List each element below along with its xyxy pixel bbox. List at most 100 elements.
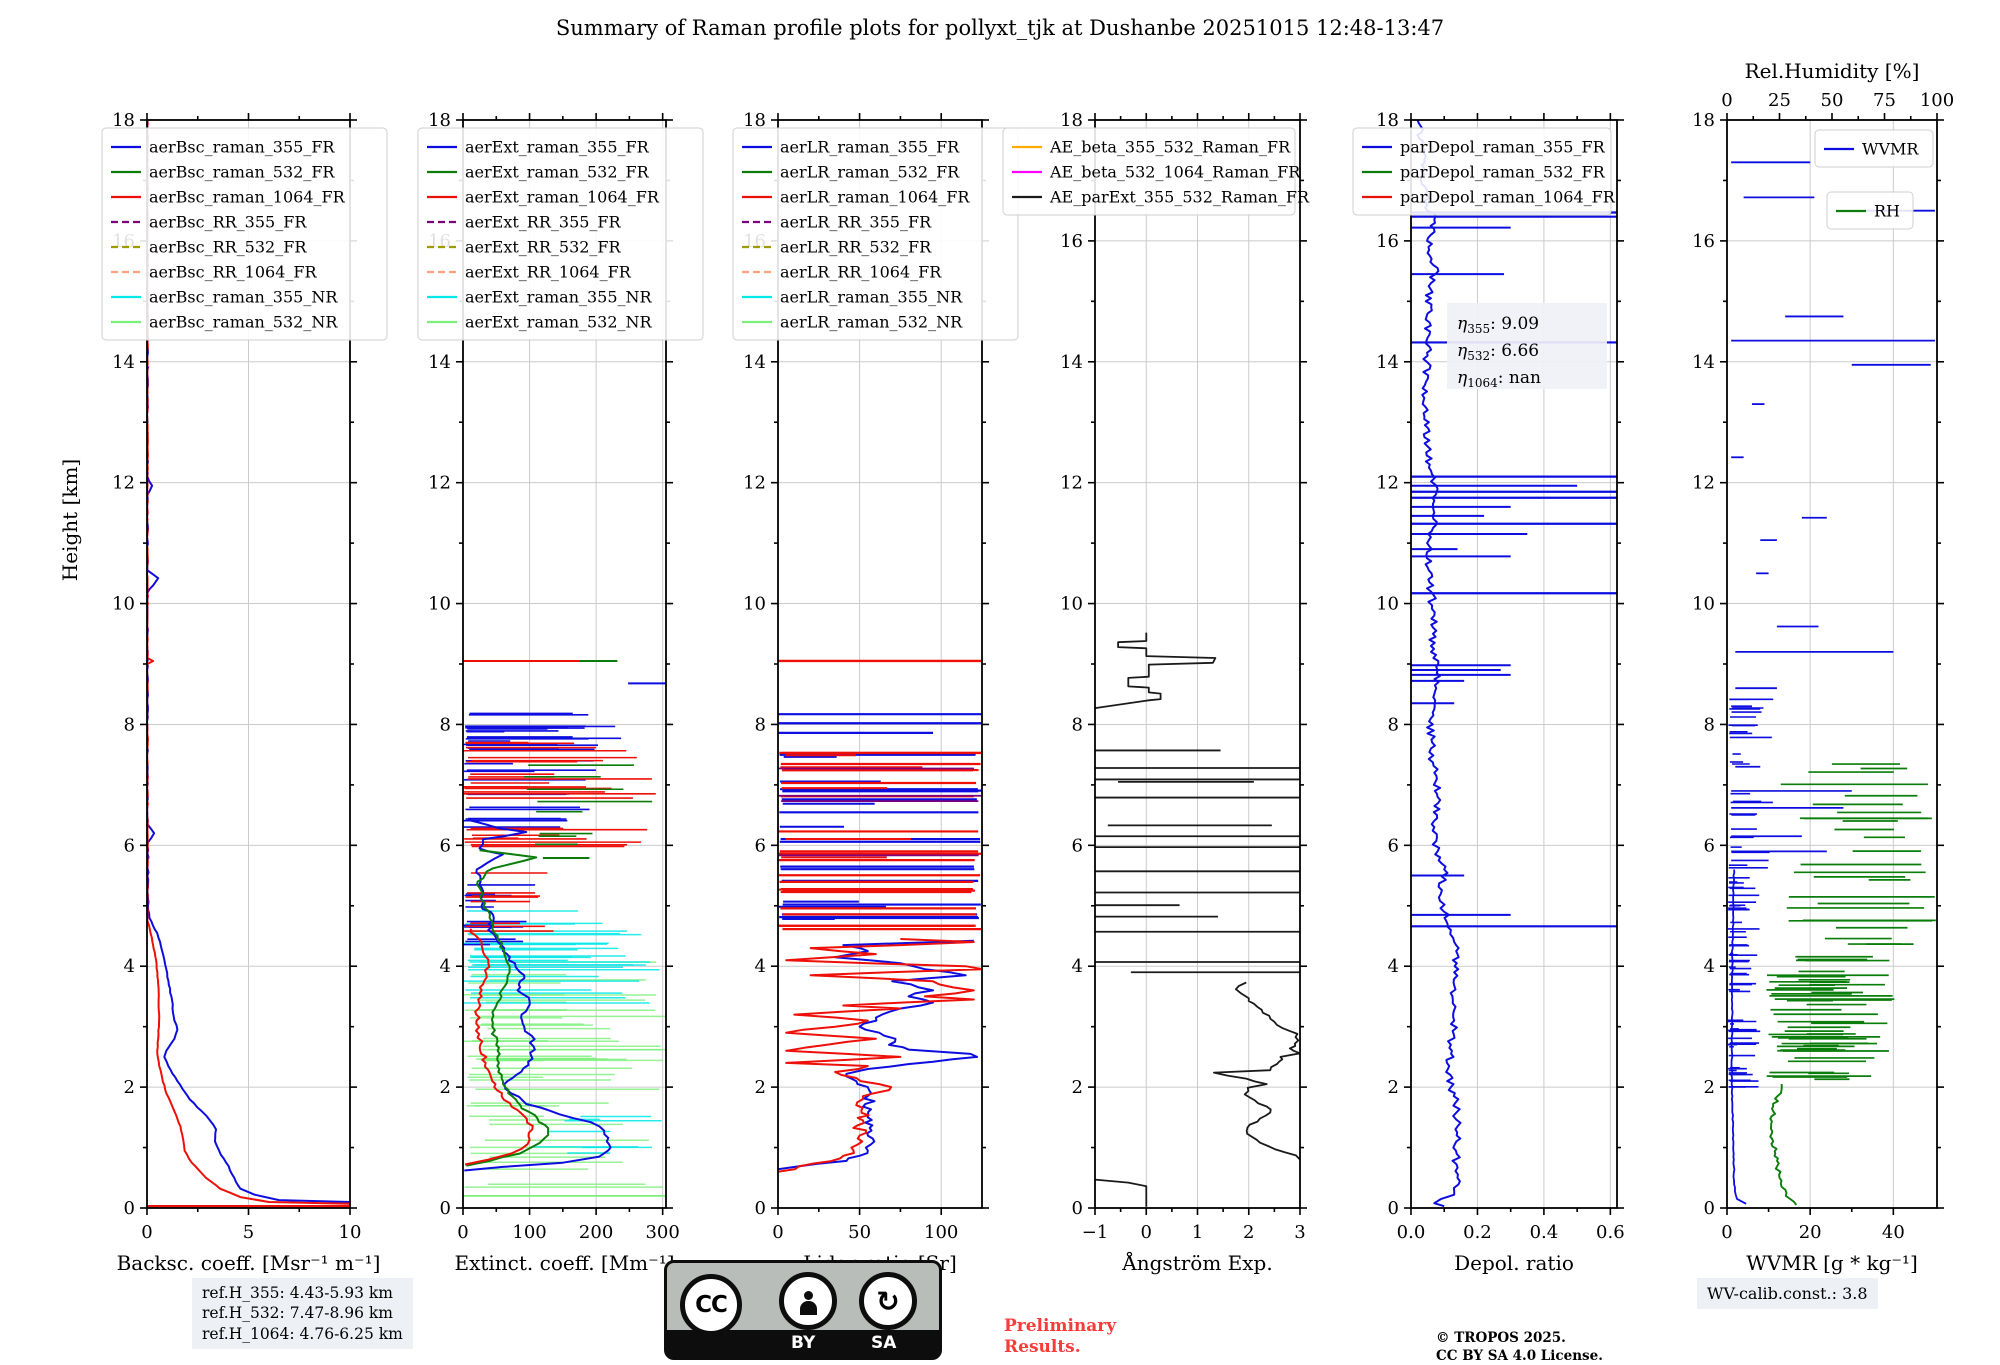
reference-height-box: ref.H_355: 4.43-5.93 km ref.H_532: 7.47-… <box>192 1278 413 1350</box>
svg-text:aerLR_RR_532_FR: aerLR_RR_532_FR <box>780 238 932 257</box>
height-axis-label: Height [km] <box>58 458 82 582</box>
svg-text:10: 10 <box>743 594 766 615</box>
svg-text:AE_beta_355_532_Raman_FR: AE_beta_355_532_Raman_FR <box>1049 138 1291 157</box>
svg-text:6: 6 <box>1072 835 1083 856</box>
cc-attribution-person-icon <box>779 1272 837 1330</box>
panel-depol-series <box>1411 120 1617 1208</box>
svg-text:18: 18 <box>1692 110 1715 131</box>
svg-text:0: 0 <box>755 1198 766 1219</box>
panel-depol-legend: parDepol_raman_355_FR parDepol_raman_532_… <box>1352 127 1616 216</box>
cc-by-sa-badge: BY SA CC ↻ <box>664 1260 942 1360</box>
panel-depol-chart: 0 2 4 6 8 10 12 14 16 18 0.0 0.2 0.4 0.6 Depol. ratio p… <box>1352 110 1625 1275</box>
svg-text:8: 8 <box>1704 714 1715 735</box>
panel-lidar-ratio-series <box>778 659 982 1173</box>
svg-text:aerExt_RR_532_FR: aerExt_RR_532_FR <box>465 238 622 257</box>
svg-text:2: 2 <box>1388 1077 1399 1098</box>
panel-wvmr-chart: 0 2 4 6 8 10 12 14 16 18 0 20 40 WVMR [g * kg⁻¹] 0 25 50… <box>1692 60 1954 1275</box>
svg-text:0: 0 <box>1141 1222 1152 1243</box>
preliminary-line1: Preliminary <box>1004 1316 1117 1336</box>
svg-text:6: 6 <box>124 835 135 856</box>
panel-extinction-chart: 0 2 4 6 8 10 12 14 16 18 0 100 200 300 Extinct. coeff.… <box>417 110 704 1275</box>
svg-text:Depol. ratio: Depol. ratio <box>1454 1251 1574 1275</box>
svg-text:0.4: 0.4 <box>1530 1222 1559 1243</box>
svg-text:aerBsc_raman_532_FR: aerBsc_raman_532_FR <box>149 163 335 182</box>
svg-text:40: 40 <box>1882 1222 1905 1243</box>
ref-h-532: ref.H_532: 7.47-8.96 km <box>202 1304 393 1323</box>
svg-text:4: 4 <box>1072 956 1083 977</box>
svg-text:14: 14 <box>743 352 766 373</box>
svg-text:18: 18 <box>428 110 451 131</box>
svg-text:Rel.Humidity [%]: Rel.Humidity [%] <box>1745 60 1920 83</box>
svg-text:0: 0 <box>1721 1222 1732 1243</box>
svg-text:3: 3 <box>1294 1222 1305 1243</box>
svg-text:18: 18 <box>743 110 766 131</box>
panel-angstroem-series <box>1095 632 1300 1207</box>
svg-text:η1064: nan: η1064: nan <box>1457 368 1541 390</box>
cc-sa-label: SA <box>871 1333 897 1353</box>
cc-sharealike-arrow-icon: ↻ <box>859 1272 917 1330</box>
panel-backscatter-chart: 0 2 4 6 8 10 12 14 16 18 0 5 10 Backsc. coeff. [Msr⁻¹… <box>101 110 388 1275</box>
svg-text:4: 4 <box>440 956 451 977</box>
svg-text:8: 8 <box>1072 714 1083 735</box>
svg-text:12: 12 <box>1692 473 1715 494</box>
svg-text:8: 8 <box>124 714 135 735</box>
svg-text:0: 0 <box>1721 90 1732 111</box>
svg-text:10: 10 <box>112 594 135 615</box>
svg-text:100: 100 <box>1920 90 1954 111</box>
svg-text:50: 50 <box>1821 90 1844 111</box>
panel-wvmr-series <box>1727 161 1936 1206</box>
svg-text:aerLR_raman_532_FR: aerLR_raman_532_FR <box>780 163 960 182</box>
svg-text:6: 6 <box>1388 835 1399 856</box>
svg-text:2: 2 <box>1704 1077 1715 1098</box>
preliminary-results-note: Preliminary Results. <box>1004 1316 1116 1359</box>
svg-text:parDepol_raman_532_FR: parDepol_raman_532_FR <box>1400 163 1606 182</box>
svg-text:16: 16 <box>743 231 766 252</box>
svg-text:aerExt_RR_1064_FR: aerExt_RR_1064_FR <box>465 263 632 282</box>
svg-text:14: 14 <box>1060 352 1083 373</box>
panel-wvmr-legend: RH <box>1826 191 1914 230</box>
svg-text:parDepol_raman_355_FR: parDepol_raman_355_FR <box>1400 138 1606 157</box>
svg-text:25: 25 <box>1768 90 1791 111</box>
svg-text:2: 2 <box>1243 1222 1254 1243</box>
tropos-line1: © TROPOS 2025. <box>1436 1330 1566 1346</box>
svg-text:AE_beta_532_1064_Raman_FR: AE_beta_532_1064_Raman_FR <box>1049 163 1301 182</box>
svg-text:aerExt_raman_355_FR: aerExt_raman_355_FR <box>465 138 650 157</box>
svg-text:WVMR [g * kg⁻¹]: WVMR [g * kg⁻¹] <box>1746 1251 1918 1275</box>
svg-text:6: 6 <box>1704 835 1715 856</box>
panel-extinction-legend: aerExt_raman_355_FR aerExt_raman_532_FRae… <box>417 127 704 341</box>
ref-h-1064: ref.H_1064: 4.76-6.25 km <box>202 1324 403 1343</box>
svg-text:18: 18 <box>1060 110 1083 131</box>
svg-text:10: 10 <box>1060 594 1083 615</box>
svg-text:Backsc. coeff. [Msr⁻¹ m⁻¹]: Backsc. coeff. [Msr⁻¹ m⁻¹] <box>117 1251 381 1275</box>
cc-logo-text: CC <box>695 1292 728 1318</box>
svg-text:0: 0 <box>1072 1198 1083 1219</box>
panel-angstroem-legend: AE_beta_355_532_Raman_FR AE_beta_532_1064… <box>1002 127 1310 216</box>
svg-text:aerLR_RR_355_FR: aerLR_RR_355_FR <box>780 213 932 232</box>
svg-text:12: 12 <box>112 473 135 494</box>
svg-text:14: 14 <box>1376 352 1399 373</box>
svg-text:aerBsc_RR_355_FR: aerBsc_RR_355_FR <box>149 213 307 232</box>
sharealike-arrow-glyph: ↻ <box>876 1284 900 1318</box>
svg-text:aerBsc_RR_1064_FR: aerBsc_RR_1064_FR <box>149 263 318 282</box>
person-body-icon <box>799 1300 817 1315</box>
svg-text:12: 12 <box>428 473 451 494</box>
svg-text:aerLR_raman_355_FR: aerLR_raman_355_FR <box>780 138 960 157</box>
svg-text:8: 8 <box>1388 714 1399 735</box>
svg-text:12: 12 <box>743 473 766 494</box>
svg-text:6: 6 <box>440 835 451 856</box>
svg-text:4: 4 <box>755 956 766 977</box>
svg-text:aerBsc_raman_355_NR: aerBsc_raman_355_NR <box>149 288 338 307</box>
svg-text:0.2: 0.2 <box>1463 1222 1492 1243</box>
svg-text:AE_parExt_355_532_Raman_FR: AE_parExt_355_532_Raman_FR <box>1049 188 1310 207</box>
svg-text:η355: 9.09: η355: 9.09 <box>1457 314 1539 336</box>
svg-text:aerExt_raman_355_NR: aerExt_raman_355_NR <box>465 288 653 307</box>
svg-text:18: 18 <box>1376 110 1399 131</box>
svg-text:4: 4 <box>1388 956 1399 977</box>
panel-lidar-ratio-legend: aerLR_raman_355_FR aerLR_raman_532_FR aerL… <box>732 127 1019 341</box>
person-head-icon <box>803 1290 813 1300</box>
svg-text:aerBsc_RR_532_FR: aerBsc_RR_532_FR <box>149 238 307 257</box>
svg-text:0: 0 <box>1704 1198 1715 1219</box>
svg-text:WVMR: WVMR <box>1862 140 1919 159</box>
svg-text:0: 0 <box>124 1198 135 1219</box>
svg-text:aerExt_raman_1064_FR: aerExt_raman_1064_FR <box>465 188 660 207</box>
